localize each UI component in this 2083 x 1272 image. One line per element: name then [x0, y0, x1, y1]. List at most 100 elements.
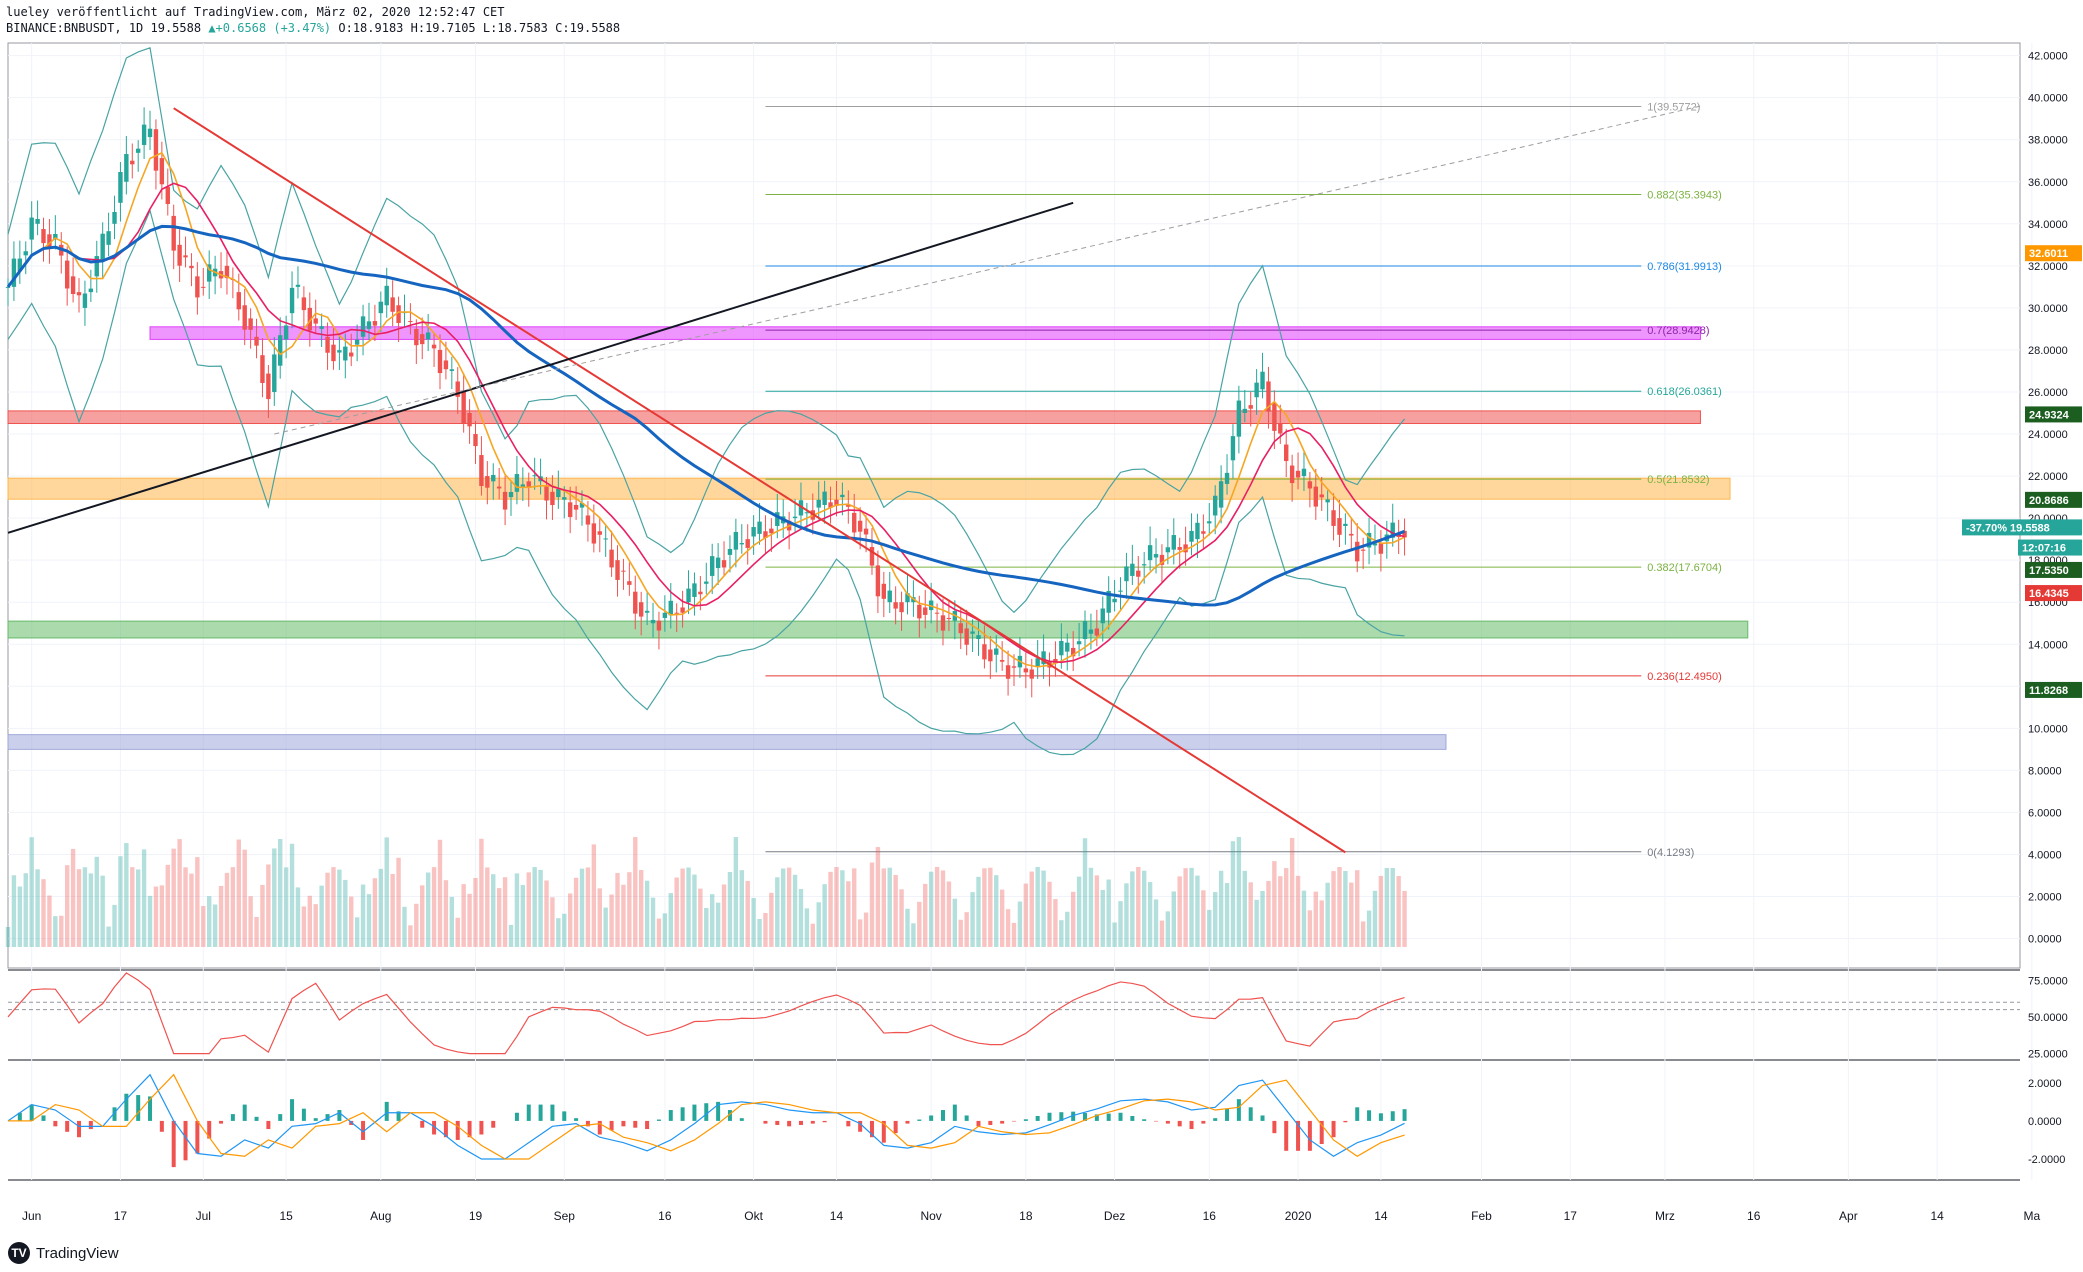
candle-body	[1171, 535, 1176, 550]
volume-bar	[5, 926, 11, 947]
candle-body	[550, 491, 555, 506]
macd-hist-bar	[432, 1120, 437, 1135]
volume-bar	[1106, 879, 1111, 947]
candle-body	[526, 481, 531, 488]
candle-body	[982, 644, 987, 660]
candle-body	[733, 531, 739, 550]
volume-bar	[544, 880, 549, 947]
price-tag-bg	[2025, 585, 2082, 602]
macd-hist-bar	[337, 1110, 342, 1121]
volume-bar	[1130, 871, 1135, 947]
volume-bar	[461, 884, 466, 947]
candle-body	[917, 604, 922, 619]
x-tick-label: Aug	[370, 1209, 391, 1223]
candle-body	[1278, 423, 1283, 434]
volume-bar	[147, 895, 153, 947]
candle-body	[1366, 532, 1372, 548]
volume-bar	[567, 893, 573, 947]
candle-body	[130, 160, 135, 165]
candle-body	[147, 128, 153, 138]
volume-bar	[911, 923, 916, 947]
volume-bar	[70, 848, 76, 947]
volume-bar	[508, 924, 514, 947]
volume-bar	[745, 880, 750, 947]
y-tick-label: 22.0000	[2028, 471, 2068, 483]
candle-body	[662, 612, 668, 618]
y-tick-label: 8.0000	[2028, 765, 2062, 777]
candle-body	[1088, 629, 1094, 634]
macd-hist-bar	[633, 1120, 638, 1128]
candle-body	[1313, 486, 1318, 507]
volume-bar	[425, 872, 431, 947]
candle-body	[532, 475, 537, 477]
volume-bar	[686, 867, 691, 947]
volume-bar	[751, 898, 756, 947]
x-tick-label: Sep	[554, 1209, 576, 1223]
volume-bar	[810, 923, 815, 947]
volume-bar	[976, 876, 981, 947]
candle-body	[242, 305, 247, 330]
moving-averages	[6, 151, 1406, 668]
zone-band	[7, 410, 1701, 425]
symbol-ohlc-line: BINANCE:BNBUSDT, 1D 19.5588 ▲+0.6568 (+3…	[6, 21, 620, 35]
candle-body	[775, 512, 780, 526]
x-tick-label: Jul	[196, 1209, 211, 1223]
macd-hist-bar	[1047, 1112, 1052, 1121]
zones	[7, 326, 1749, 750]
volume-bar	[1254, 899, 1259, 947]
macd-hist-bar	[692, 1104, 697, 1121]
macd-hist-bar	[1367, 1110, 1372, 1121]
macd-hist-bar	[787, 1120, 792, 1127]
macd-hist-bar	[53, 1120, 58, 1127]
volume-bar	[1349, 882, 1354, 947]
x-tick-label: 15	[279, 1209, 293, 1223]
volume-bar	[591, 844, 597, 947]
macd-hist-bar	[325, 1114, 330, 1121]
candle-body	[621, 570, 626, 572]
volume-bar	[41, 879, 46, 947]
candle-body	[905, 593, 910, 603]
volume-bar	[11, 875, 17, 947]
macd-hist-bar	[195, 1120, 200, 1154]
volume-bar	[1029, 871, 1034, 947]
candle-body	[846, 504, 851, 507]
candle-body	[1130, 563, 1135, 576]
x-tick-label: Nov	[920, 1209, 941, 1223]
candle-body	[106, 231, 111, 245]
candle-body	[94, 256, 99, 277]
volume-bar	[372, 878, 378, 947]
volume-bar	[579, 868, 585, 947]
volume-bar	[207, 896, 212, 947]
candle-body	[1331, 510, 1336, 526]
volume-bar	[715, 902, 721, 947]
candle-body	[721, 560, 727, 568]
macd-hist-bar	[846, 1120, 851, 1127]
candle-body	[899, 602, 904, 613]
volume-bar	[420, 885, 425, 947]
candle-body	[76, 292, 82, 296]
candle-body	[644, 610, 650, 613]
macd-hist-bar	[1260, 1115, 1265, 1121]
candle-body	[597, 531, 602, 535]
candle-body	[1100, 608, 1105, 624]
footer[interactable]: TV TradingView	[8, 1242, 119, 1264]
volume-bar	[153, 886, 159, 947]
y-tick-label: 30.0000	[2028, 303, 2068, 315]
rsi-tick-label: 25.0000	[2028, 1049, 2068, 1061]
fib-diagonal	[274, 105, 1701, 435]
macd-hist-bar	[17, 1112, 22, 1121]
ema-fast-line	[7, 151, 1405, 668]
volume-bar	[118, 856, 123, 947]
candle-body	[1289, 465, 1295, 484]
volume-bar	[1289, 837, 1295, 947]
volume-bar	[1284, 868, 1289, 947]
volume-bar	[999, 889, 1005, 947]
y-tick-label: 24.0000	[2028, 429, 2068, 441]
macd-hist-bar	[1402, 1109, 1407, 1121]
fib-levels: 1(39.5772) 0.882(35.3943) 0.786(31.9913) 0.…	[765, 102, 1722, 859]
macd-hist-bar	[230, 1114, 235, 1121]
volume-bar	[112, 904, 117, 947]
candle-body	[674, 612, 679, 614]
volume-bar	[171, 848, 176, 947]
